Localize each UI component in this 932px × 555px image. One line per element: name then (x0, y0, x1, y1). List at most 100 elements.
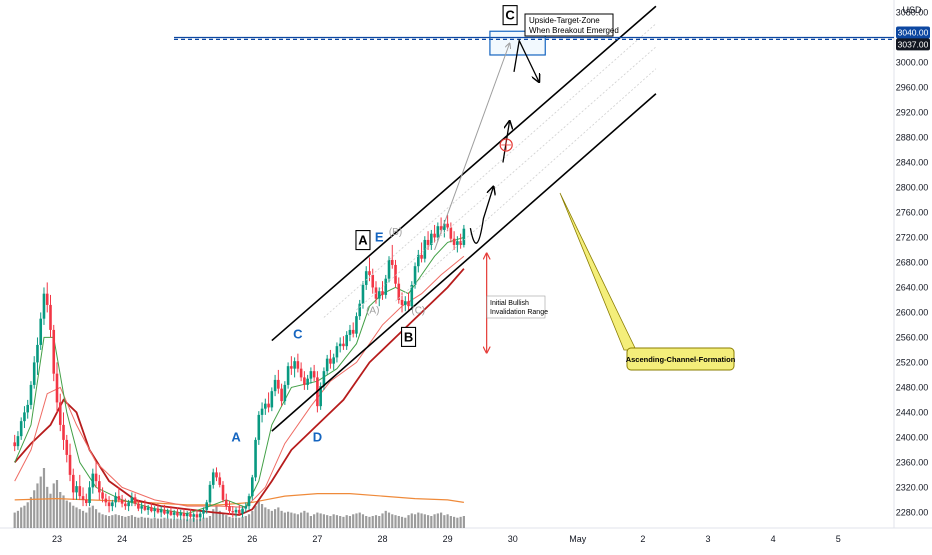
candle-body (182, 513, 186, 517)
ma-slow-line (14, 268, 465, 516)
time-tick-label: 2 (640, 534, 645, 544)
volume-bar (65, 500, 68, 528)
candle-body (117, 496, 121, 500)
candle-body (224, 499, 228, 507)
volume-bar (322, 514, 326, 528)
volume-bar (36, 483, 39, 528)
price-tick-label: 2400.00 (896, 432, 929, 442)
volume-bar (81, 510, 85, 528)
wave-label-box (502, 5, 518, 26)
candle-body (140, 506, 143, 509)
candle-body (198, 513, 202, 518)
candle-body (78, 486, 82, 497)
volume-bar (374, 515, 378, 528)
volume-bar (85, 512, 88, 528)
volume-bar (433, 514, 436, 528)
chart-drawings[interactable] (434, 30, 546, 352)
channel-callout[interactable]: Ascending-Channel-Formation (559, 192, 736, 371)
volume-bar (215, 505, 218, 528)
candle-body (153, 508, 156, 512)
time-tick-label: 23 (52, 534, 62, 544)
candle-body (42, 293, 46, 319)
candle-body (338, 343, 342, 347)
invalidation-caption[interactable]: Initial Bullish Invalidation Range (486, 295, 548, 319)
volume-bar (176, 518, 179, 528)
volume-bar (52, 483, 55, 528)
candle-body (267, 403, 270, 408)
volume-bar (459, 516, 462, 528)
volume-bar (400, 516, 404, 528)
volume-bar (13, 512, 16, 528)
volume-bar (189, 518, 192, 528)
volume-bar (430, 516, 433, 528)
candle-body (159, 509, 163, 513)
volume-bar (49, 493, 52, 528)
candle-body (309, 371, 313, 379)
candle-body (456, 241, 459, 245)
candle-body (280, 388, 283, 402)
candle-body (49, 304, 52, 330)
candle-body (58, 402, 62, 425)
volume-bar (300, 512, 303, 528)
wave-label: C (505, 8, 515, 23)
volume-bar (352, 514, 355, 528)
target-zone-caption[interactable]: Upside-Target-Zone When Breakout Emerged (524, 13, 619, 37)
wave-label: (C) (411, 305, 425, 316)
volume-bar (332, 514, 335, 528)
horizontal-price-lines[interactable] (174, 36, 894, 41)
time-tick-label: 24 (117, 534, 127, 544)
breakout-circle (499, 138, 513, 152)
volume-bar (16, 510, 20, 528)
candle-body (143, 506, 147, 510)
time-axis[interactable]: 23 24 25 26 27 28 29 30 May 2 3 4 5 (52, 534, 841, 544)
volume-bar (228, 516, 231, 528)
candle-body (270, 391, 274, 408)
candle-body (84, 499, 88, 504)
candle-body (62, 424, 65, 440)
price-tick-label: 2440.00 (896, 407, 929, 417)
volume-bar (273, 509, 277, 528)
candle-body (75, 486, 78, 493)
volume-bar (303, 510, 306, 528)
volume-bar (453, 516, 456, 528)
price-axis[interactable]: USD 3080.00 3000.00 2960.00 2920.00 2880.00 2… (896, 5, 930, 517)
plot-area[interactable] (0, 0, 894, 528)
candle-body (156, 508, 160, 513)
volume-bar (88, 507, 91, 528)
wave-label: B (404, 329, 413, 344)
candle-body (290, 366, 293, 369)
wave-label: D (313, 429, 322, 444)
volume-bar (254, 505, 257, 528)
candle-body (234, 509, 238, 513)
volume-bar (91, 505, 94, 528)
candle-body (231, 511, 235, 513)
candle-body (120, 499, 124, 504)
candle-body (443, 223, 446, 230)
channel-callout-box (626, 347, 735, 371)
volume-bar (342, 516, 345, 528)
candle-body (283, 384, 287, 402)
volume-bar (169, 518, 173, 528)
volume-bar (371, 516, 374, 528)
price-tick-label: 2800.00 (896, 182, 929, 192)
volume-bar (114, 514, 117, 528)
candle-body (423, 239, 427, 259)
candle-body (195, 514, 199, 518)
volume-bar (397, 516, 400, 528)
ascending-channel[interactable] (271, 5, 657, 432)
volume-bar (446, 514, 449, 528)
volume-bar (238, 517, 241, 528)
volume-bar (277, 507, 280, 528)
volume-bar (267, 509, 270, 528)
volume-bar (407, 515, 410, 528)
candle-body (286, 366, 290, 385)
candle-body (205, 502, 209, 510)
volume-bar (117, 515, 120, 528)
forecast-path-3 (513, 38, 539, 82)
wave-label: A (358, 233, 368, 248)
price-tick-label: 3000.00 (896, 57, 929, 67)
volume-bar (387, 512, 391, 528)
volume-bar (309, 516, 312, 528)
